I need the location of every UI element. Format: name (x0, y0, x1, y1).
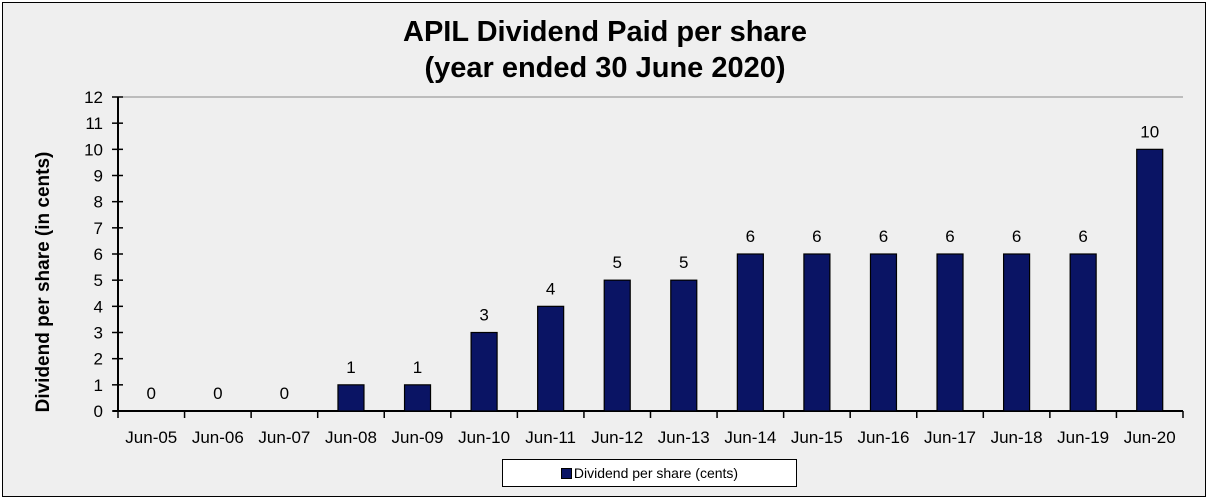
y-tick-label: 1 (94, 376, 103, 395)
bar (936, 253, 964, 412)
x-tick-label: Jun-14 (724, 428, 776, 447)
x-tick-label: Jun-17 (924, 428, 976, 447)
data-label: 0 (147, 384, 156, 403)
data-label: 5 (679, 253, 688, 272)
x-tick-label: Jun-13 (658, 428, 710, 447)
bar (1069, 253, 1097, 412)
bar (603, 279, 631, 412)
y-tick-label: 4 (94, 297, 103, 316)
x-tick-label: Jun-08 (325, 428, 377, 447)
y-tick-label: 5 (94, 271, 103, 290)
data-label: 10 (1140, 122, 1159, 141)
y-tick-label: 7 (94, 219, 103, 238)
bar (670, 279, 698, 412)
x-tick-label: Jun-20 (1124, 428, 1176, 447)
bar (736, 253, 764, 412)
x-tick-label: Jun-05 (125, 428, 177, 447)
data-label: 6 (746, 227, 755, 246)
x-tick-label: Jun-15 (791, 428, 843, 447)
y-tick-label: 0 (94, 402, 103, 421)
y-tick-label: 2 (94, 350, 103, 369)
data-label: 6 (812, 227, 821, 246)
y-tick-label: 3 (94, 324, 103, 343)
data-label: 1 (346, 358, 355, 377)
x-tick-label: Jun-19 (1057, 428, 1109, 447)
chart-title-line-1: APIL Dividend Paid per share (403, 16, 807, 48)
data-label: 6 (1078, 227, 1087, 246)
x-tick-label: Jun-07 (258, 428, 310, 447)
x-tick-label: Jun-11 (525, 428, 576, 447)
data-label: 0 (280, 384, 289, 403)
y-tick-label: 9 (94, 167, 103, 186)
x-tick-label: Jun-10 (458, 428, 510, 447)
x-tick-label: Jun-06 (192, 428, 244, 447)
bar (537, 305, 565, 412)
bar (1136, 148, 1164, 412)
y-tick-label: 12 (84, 88, 103, 107)
y-tick-label: 11 (85, 114, 103, 133)
data-label: 6 (879, 227, 888, 246)
bar (403, 384, 432, 412)
bar (803, 253, 831, 412)
legend: Dividend per share (cents) (502, 459, 797, 487)
bar (470, 331, 498, 412)
legend-label: Dividend per share (cents) (573, 465, 739, 481)
y-tick-label: 6 (94, 245, 103, 264)
bar (869, 253, 898, 412)
x-tick-label: Jun-16 (857, 428, 909, 447)
chart-title-line-2: (year ended 30 June 2020) (424, 52, 786, 84)
data-label: 5 (612, 253, 621, 272)
bar (1002, 253, 1031, 412)
chart-title: APIL Dividend Paid per share (year ended… (0, 14, 1210, 86)
data-label: 6 (945, 227, 954, 246)
x-tick-label: Jun-18 (991, 428, 1043, 447)
data-label: 3 (479, 306, 488, 325)
legend-swatch (560, 467, 572, 479)
x-tick-label: Jun-09 (392, 428, 444, 447)
bar (337, 384, 365, 412)
data-label: 0 (213, 384, 222, 403)
data-label: 6 (1012, 227, 1021, 246)
y-tick-label: 10 (84, 140, 103, 159)
x-tick-label: Jun-12 (591, 428, 643, 447)
data-label: 1 (413, 358, 422, 377)
y-tick-label: 8 (94, 193, 103, 212)
data-label: 4 (546, 279, 555, 298)
